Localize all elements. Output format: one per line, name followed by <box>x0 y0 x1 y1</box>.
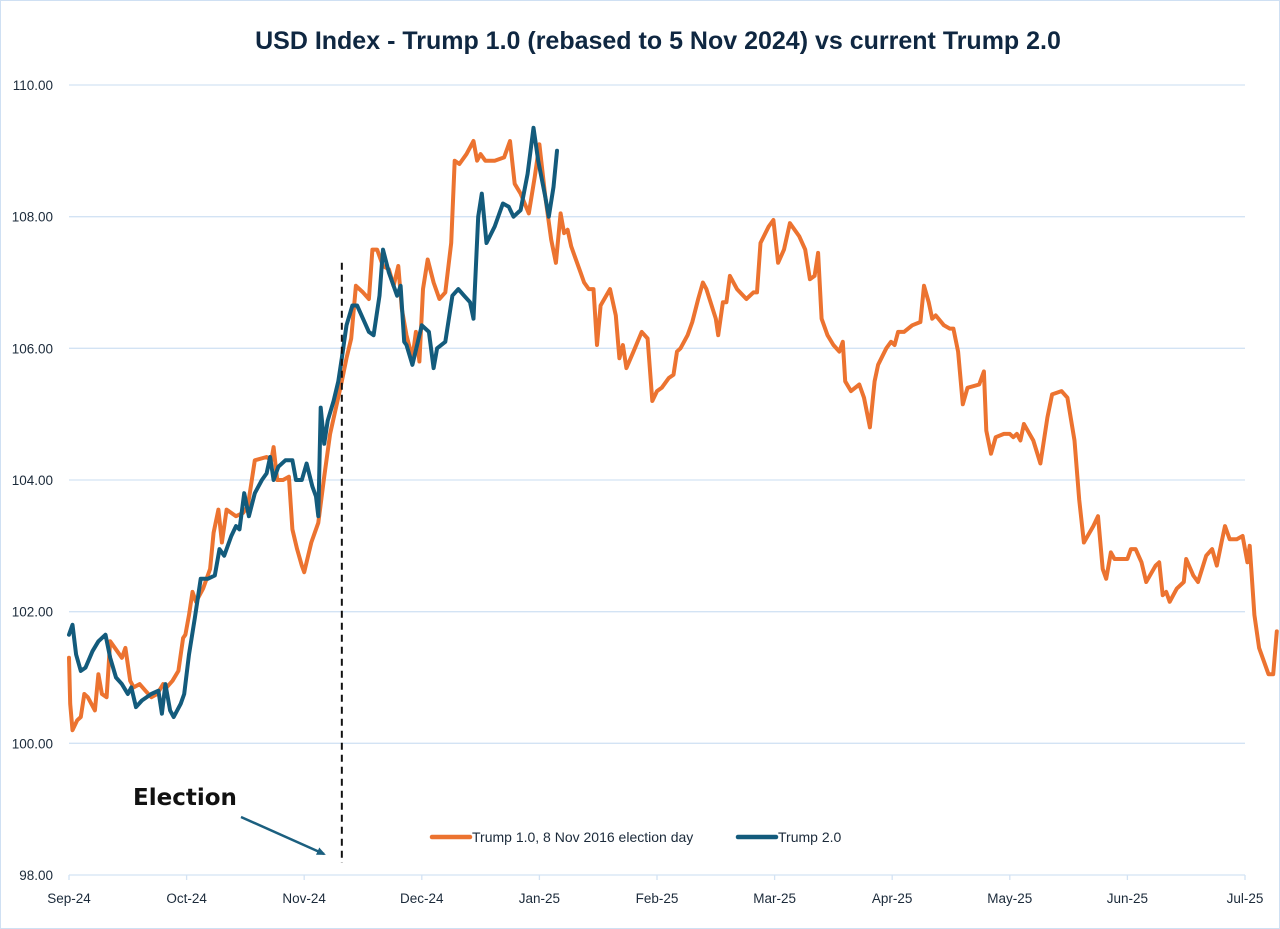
x-tick-label: Apr-25 <box>872 891 913 906</box>
x-tick-label: Mar-25 <box>753 891 796 906</box>
legend-label-trump-2: Trump 2.0 <box>778 829 841 845</box>
x-tick-label: Jan-25 <box>519 891 560 906</box>
y-tick-label: 102.00 <box>12 605 53 620</box>
legend: Trump 1.0, 8 Nov 2016 election day Trump… <box>429 829 841 845</box>
legend-label-trump-1: Trump 1.0, 8 Nov 2016 election day <box>472 829 693 845</box>
x-tick-label: Oct-24 <box>166 891 207 906</box>
x-axis: Sep-24 Oct-24 Nov-24 Dec-24 Jan-25 Feb-25 Mar-… <box>47 875 1263 906</box>
x-tick-label: Jun-25 <box>1107 891 1148 906</box>
gridlines <box>69 84 1245 876</box>
x-tick-label: May-25 <box>987 891 1032 906</box>
arrow-icon <box>240 815 326 856</box>
series-line-trump-1 <box>67 139 1279 733</box>
x-tick-label: Nov-24 <box>282 891 326 906</box>
y-tick-label: 110.00 <box>13 78 53 93</box>
y-axis-ticks: 98.00 100.00 102.00 104.00 106.00 108.00 110.0… <box>12 78 53 883</box>
y-tick-label: 106.00 <box>12 341 53 356</box>
y-tick-label: 104.00 <box>12 473 53 488</box>
x-tick-label: Feb-25 <box>636 891 679 906</box>
x-tick-label: Sep-24 <box>47 891 91 906</box>
y-tick-label: 100.00 <box>12 736 53 751</box>
annotations: Election <box>133 262 343 863</box>
x-tick-label: Jul-25 <box>1227 891 1264 906</box>
x-tick-label: Dec-24 <box>400 891 444 906</box>
election-annotation-label: Election <box>133 785 237 811</box>
chart-title: USD Index - Trump 1.0 (rebased to 5 Nov … <box>255 27 1061 55</box>
series-lines <box>67 125 1279 733</box>
y-tick-label: 108.00 <box>12 210 53 225</box>
series-line-trump-2 <box>67 125 559 719</box>
y-tick-label: 98.00 <box>19 868 53 883</box>
